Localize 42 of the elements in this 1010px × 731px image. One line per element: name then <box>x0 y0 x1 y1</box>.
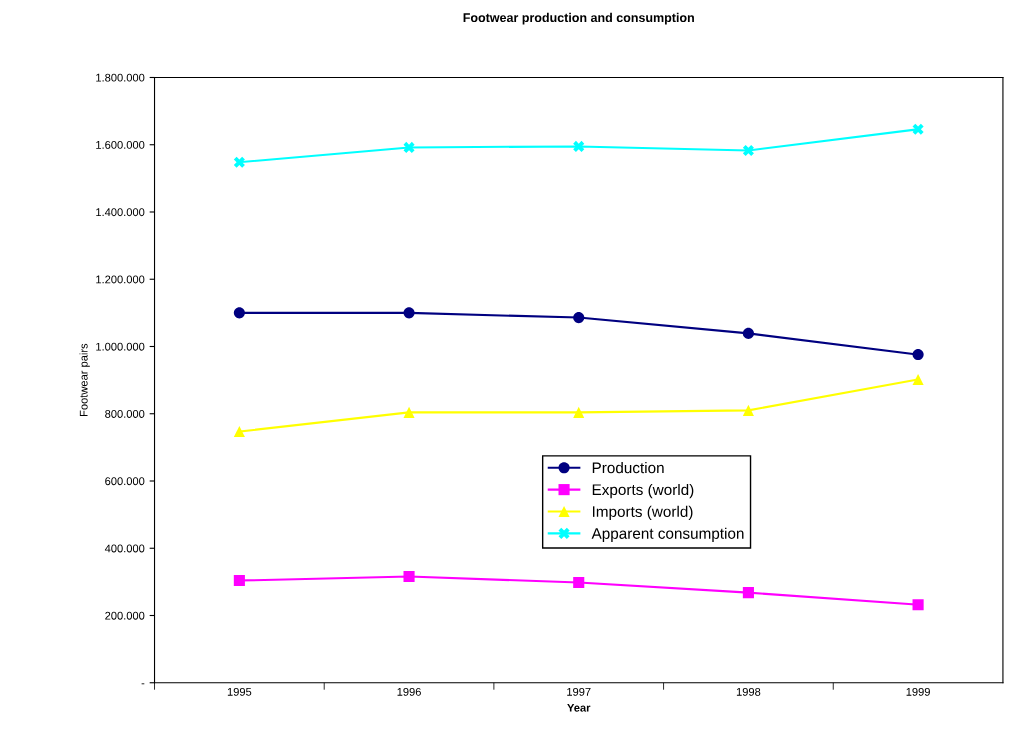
y-tick-label: - <box>141 683 145 685</box>
y-axis-title: Footwear pairs <box>79 343 90 416</box>
y-tick-label: 1.600.000 <box>96 141 145 149</box>
y-tick-label: 1.200.000 <box>96 275 145 284</box>
point <box>573 406 585 418</box>
point <box>233 426 245 438</box>
y-tick-label: 1.800.000 <box>96 73 145 82</box>
x-tick-label: 1999 <box>906 687 930 696</box>
x-tick-label: 1998 <box>736 687 761 696</box>
point <box>742 327 754 339</box>
chart-title: Footwear production and consumption <box>463 12 694 25</box>
y-tick-label: 400.000 <box>104 544 145 553</box>
point <box>573 576 585 589</box>
point <box>403 406 415 418</box>
point <box>912 123 924 135</box>
point <box>573 312 585 324</box>
point <box>403 570 415 583</box>
y-tick-label: 1.400.000 <box>96 208 145 217</box>
point <box>912 599 924 611</box>
point <box>403 307 415 319</box>
x-tick-label: 1997 <box>567 687 591 696</box>
point <box>742 587 754 599</box>
y-tick-label: 200.000 <box>105 611 145 620</box>
legend-label: Production <box>592 462 664 474</box>
x-tick-label: 1996 <box>397 687 421 696</box>
point <box>742 144 754 157</box>
point <box>573 140 585 152</box>
point <box>742 404 754 416</box>
point <box>233 574 245 587</box>
y-tick-label: 800.000 <box>105 410 145 418</box>
x-tick-label: 1995 <box>227 687 252 696</box>
point <box>233 307 245 319</box>
point <box>912 373 924 385</box>
legend-label: Apparent consumption <box>591 527 744 542</box>
point <box>233 156 245 168</box>
x-axis-title: Year <box>567 703 591 712</box>
legend-label: Imports (world) <box>592 505 693 521</box>
point <box>912 349 924 361</box>
y-tick-label: 600.000 <box>105 477 145 486</box>
legend-label: Exports (world) <box>592 483 694 499</box>
y-tick-label: 1.000.000 <box>96 342 145 351</box>
point <box>403 141 415 153</box>
